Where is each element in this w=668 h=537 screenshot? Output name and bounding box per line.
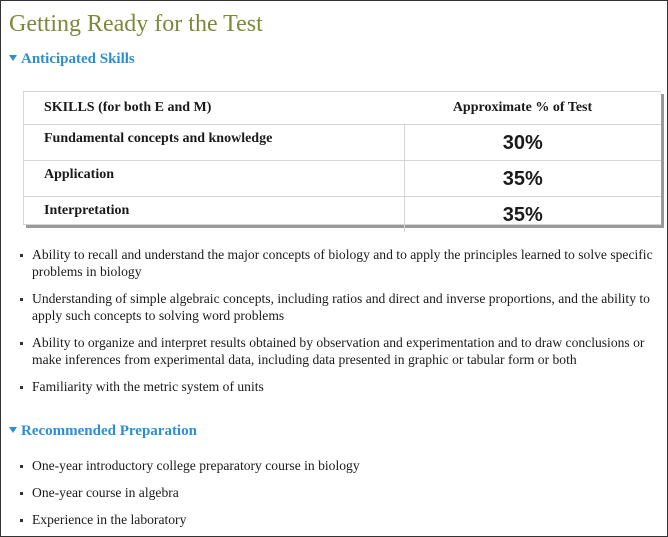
caret-down-icon (9, 55, 17, 61)
skills-table-container: SKILLS (for both E and M) Approximate % … (23, 91, 661, 232)
skills-table: SKILLS (for both E and M) Approximate % … (24, 92, 661, 232)
skill-name: Application (24, 160, 405, 197)
list-item: Familiarity with the metric system of un… (19, 378, 659, 395)
table-row: Interpretation 35% (24, 196, 661, 232)
anticipated-skills-list: Ability to recall and understand the maj… (19, 246, 659, 395)
anticipated-skills-toggle[interactable]: Anticipated Skills (9, 49, 135, 69)
recommended-preparation-header: Recommended Preparation (21, 423, 197, 439)
list-item: One-year course in algebra (19, 484, 659, 501)
recommended-preparation-toggle[interactable]: Recommended Preparation (9, 421, 197, 441)
list-item: One-year introductory college preparator… (19, 457, 659, 474)
page-title: Getting Ready for the Test (9, 11, 263, 37)
column-header-skills: SKILLS (for both E and M) (24, 92, 404, 125)
table-row: Fundamental concepts and knowledge 30% (24, 124, 661, 161)
skill-percent: 35% (404, 160, 661, 197)
skill-percent: 35% (502, 204, 543, 226)
skill-name: Interpretation (24, 196, 405, 232)
skill-name: Fundamental concepts and knowledge (24, 124, 405, 161)
caret-down-icon (9, 427, 17, 433)
anticipated-skills-header: Anticipated Skills (21, 51, 135, 67)
list-item: Understanding of simple algebraic concep… (19, 290, 659, 324)
list-item: Ability to organize and interpret result… (19, 334, 659, 368)
list-item: Experience in the laboratory (19, 511, 659, 528)
skill-percent: 30% (404, 124, 661, 161)
preparation-list: One-year introductory college preparator… (19, 457, 659, 528)
table-row: Application 35% (24, 160, 661, 197)
column-header-percent: Approximate % of Test (404, 92, 661, 125)
table-header-row: SKILLS (for both E and M) Approximate % … (24, 92, 661, 125)
list-item: Ability to recall and understand the maj… (19, 246, 659, 280)
